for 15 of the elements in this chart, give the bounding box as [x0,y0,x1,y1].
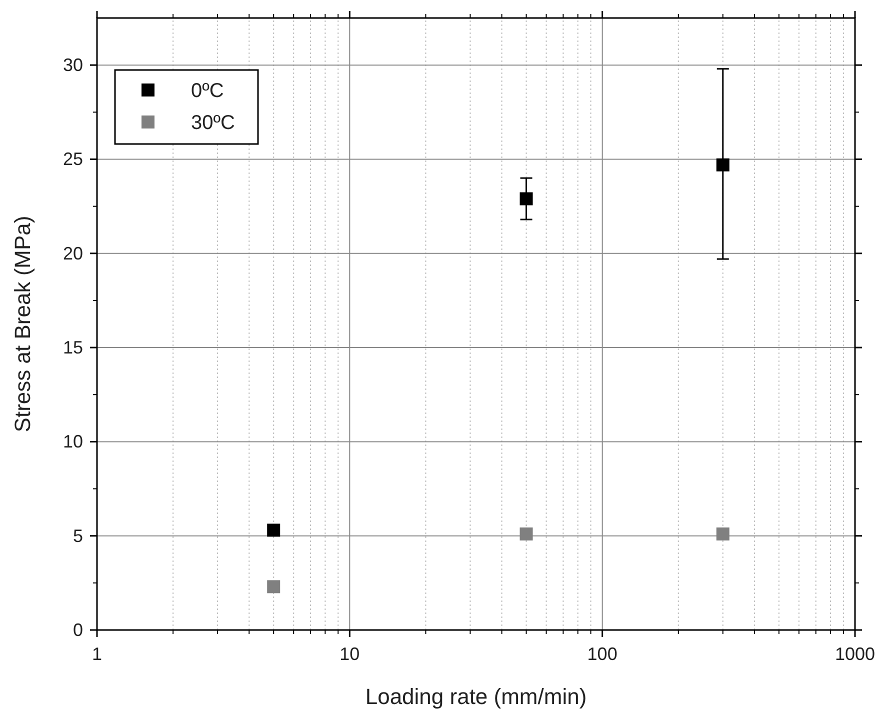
x-tick-label: 10 [340,644,360,664]
x-tick-label: 100 [587,644,618,664]
y-tick-label: 5 [72,526,83,546]
y-tick-label: 25 [62,149,83,170]
y-axis-title: Stress at Break (MPa) [10,216,35,432]
y-tick-label: 15 [62,338,83,358]
y-tick-label: 0 [72,620,83,640]
x-tick-label: 1 [92,644,102,664]
x-axis-title: Loading rate (mm/min) [365,684,587,709]
y-tick-label: 20 [62,243,83,264]
y-tick-label: 30 [62,55,83,76]
legend-label: 30ºC [191,112,235,134]
y-tick-label: 10 [62,432,83,452]
legend-label: 0ºC [191,80,224,102]
x-tick-label: 1000 [834,644,876,664]
